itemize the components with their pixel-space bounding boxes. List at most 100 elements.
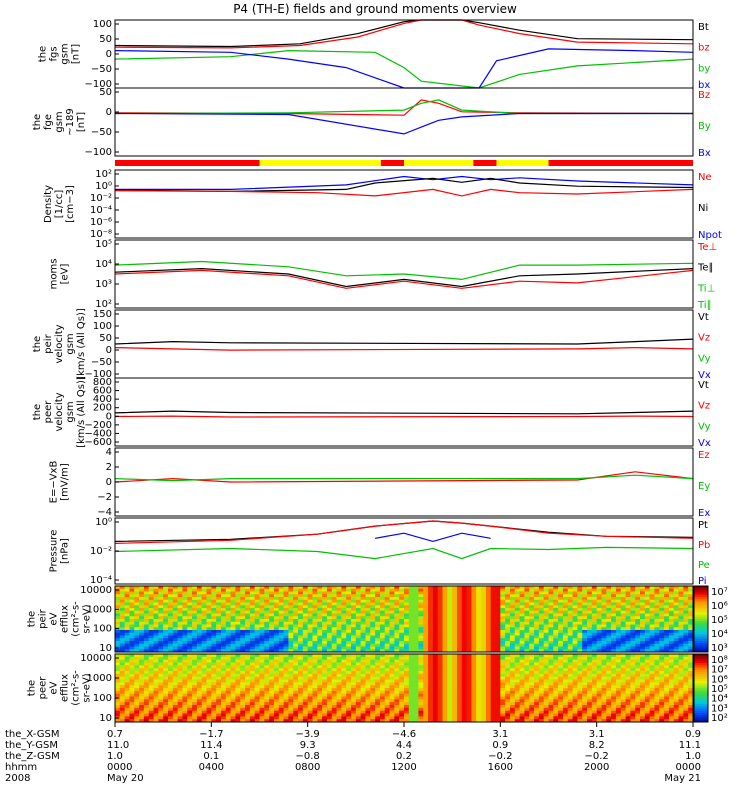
heatmap-cell bbox=[173, 691, 178, 694]
heatmap-cell bbox=[341, 674, 346, 677]
heatmap-cell bbox=[346, 708, 351, 711]
heatmap-cell bbox=[394, 691, 399, 694]
heatmap-cell bbox=[471, 716, 476, 719]
heatmap-cell bbox=[375, 691, 380, 694]
heatmap-cell bbox=[399, 691, 404, 694]
heatmap-cell bbox=[197, 708, 202, 711]
heatmap-cell bbox=[139, 716, 144, 719]
heatmap-cell bbox=[235, 699, 240, 702]
y-axis-label: fge bbox=[43, 114, 54, 130]
heatmap-cell bbox=[288, 708, 293, 711]
heatmap-cell bbox=[341, 708, 346, 711]
heatmap-cell bbox=[327, 682, 332, 685]
legend-te∥: Te∥ bbox=[697, 263, 714, 274]
heatmap-cell bbox=[288, 691, 293, 694]
heatmap-cell bbox=[351, 691, 356, 694]
heatmap-cell bbox=[221, 716, 226, 719]
legend-ti∥: Ti∥ bbox=[697, 300, 712, 311]
heatmap-cell bbox=[182, 682, 187, 685]
heatmap-cell bbox=[154, 674, 159, 677]
heatmap-cell bbox=[404, 682, 409, 685]
heatmap-cell bbox=[452, 691, 457, 694]
heatmap-cell bbox=[337, 657, 342, 660]
heatmap-cell bbox=[433, 691, 438, 694]
heatmap-cell bbox=[414, 708, 419, 711]
heatmap-cell bbox=[341, 699, 346, 702]
legend-ne: Ne bbox=[698, 172, 712, 183]
heatmap-cell bbox=[134, 708, 139, 711]
heatmap-cell bbox=[390, 657, 395, 660]
heatmap-cell bbox=[231, 665, 236, 668]
heatmap-cell bbox=[182, 708, 187, 711]
heatmap-cell bbox=[202, 716, 207, 719]
heatmap-cell bbox=[394, 716, 399, 719]
heatmap-cell bbox=[414, 674, 419, 677]
heatmap-cell bbox=[293, 682, 298, 685]
heatmap-cell bbox=[129, 691, 134, 694]
heatmap-cell bbox=[221, 691, 226, 694]
heatmap-cell bbox=[226, 674, 231, 677]
heatmap-cell bbox=[399, 674, 404, 677]
heatmap-cell bbox=[120, 716, 125, 719]
heatmap-cell bbox=[216, 657, 221, 660]
heatmap-cell bbox=[163, 682, 168, 685]
y-axis-label: peir bbox=[43, 333, 54, 353]
y-axis-label: the bbox=[32, 114, 43, 130]
heatmap-cell bbox=[231, 674, 236, 677]
y-axis-label: [nPa] bbox=[60, 538, 71, 564]
heatmap-cell bbox=[322, 699, 327, 702]
y-tick-label: 4 bbox=[106, 447, 112, 458]
heatmap-cell bbox=[361, 716, 366, 719]
y-tick-label: 50 bbox=[99, 87, 112, 98]
heatmap-cell bbox=[365, 657, 370, 660]
heatmap-cell bbox=[476, 657, 481, 660]
heatmap-cell bbox=[216, 716, 221, 719]
heatmap-cell bbox=[125, 665, 130, 668]
heatmap-cell bbox=[394, 674, 399, 677]
heatmap-cell bbox=[447, 665, 452, 668]
heatmap-cell bbox=[240, 682, 245, 685]
heatmap-cell bbox=[139, 665, 144, 668]
heatmap-cell bbox=[428, 691, 433, 694]
y-tick-label: 10³ bbox=[95, 279, 112, 290]
heatmap-cell bbox=[120, 674, 125, 677]
y-axis-label: gsm bbox=[54, 111, 65, 132]
y-tick-label: 100 bbox=[93, 624, 112, 635]
heatmap-cell bbox=[399, 708, 404, 711]
colorbar-tick-label: 10⁷ bbox=[711, 587, 728, 598]
colorbar-tick-label: 10⁴ bbox=[711, 629, 728, 640]
heatmap-cell bbox=[351, 674, 356, 677]
heatmap-cell bbox=[197, 691, 202, 694]
heatmap-cell bbox=[154, 699, 159, 702]
heatmap-cell bbox=[409, 716, 414, 719]
heatmap-cell bbox=[134, 657, 139, 660]
y-tick-label: 10⁴ bbox=[95, 259, 112, 270]
heatmap-cell bbox=[443, 708, 448, 711]
heatmap-cell bbox=[476, 716, 481, 719]
heatmap-cell bbox=[418, 708, 423, 711]
heatmap-cell bbox=[414, 665, 419, 668]
heatmap-cell bbox=[274, 674, 279, 677]
heatmap-cell bbox=[134, 665, 139, 668]
heatmap-cell bbox=[486, 708, 491, 711]
legend-ni: Ni bbox=[698, 203, 708, 214]
legend-vz: Vz bbox=[698, 333, 710, 344]
heatmap-cell bbox=[385, 708, 390, 711]
heatmap-cell bbox=[462, 682, 467, 685]
heatmap-cell bbox=[471, 708, 476, 711]
legend-vy: Vy bbox=[698, 353, 711, 364]
heatmap-cell bbox=[154, 682, 159, 685]
series-by bbox=[115, 51, 693, 88]
heatmap-cell bbox=[447, 708, 452, 711]
series-bx bbox=[115, 49, 693, 88]
heatmap-cell bbox=[481, 708, 486, 711]
series-te bbox=[115, 269, 693, 287]
heatmap-cell bbox=[332, 691, 337, 694]
heatmap-cell bbox=[390, 682, 395, 685]
heatmap-cell bbox=[312, 691, 317, 694]
heatmap-cell bbox=[433, 665, 438, 668]
heatmap-cell bbox=[274, 665, 279, 668]
heatmap-cell bbox=[187, 691, 192, 694]
legend-npot: Npot bbox=[698, 230, 722, 241]
y-axis-label: [mV/m] bbox=[60, 463, 71, 501]
